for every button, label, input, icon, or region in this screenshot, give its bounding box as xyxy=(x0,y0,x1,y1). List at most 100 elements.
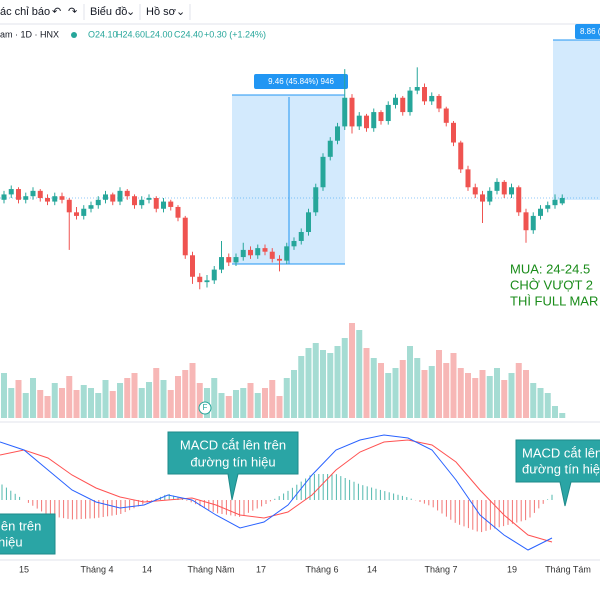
candle-body xyxy=(52,196,58,202)
volume-bar xyxy=(254,393,261,418)
note-line: MUA: 24-24.5 xyxy=(510,261,590,276)
callout-text: MACD cắt lên trên xyxy=(180,437,286,452)
x-axis-label: Tháng 7 xyxy=(424,564,457,574)
volume-bar xyxy=(37,390,44,418)
volume-bar xyxy=(465,373,471,418)
candle-body xyxy=(233,257,239,263)
x-axis-label: 14 xyxy=(367,564,377,574)
ohlc-close: C24.40 xyxy=(174,29,203,39)
candle-body xyxy=(487,190,493,202)
event-marker-label: F xyxy=(203,403,208,412)
candle-body xyxy=(559,198,565,204)
volume-bar xyxy=(305,348,312,418)
volume-bar xyxy=(153,368,160,418)
volume-bar xyxy=(515,363,522,418)
candle-body xyxy=(226,257,232,263)
candle-body xyxy=(385,104,391,122)
candle-body xyxy=(59,196,65,200)
candle-body xyxy=(103,194,108,200)
volume-bar xyxy=(320,350,326,418)
callout-text: lên trên xyxy=(0,518,41,533)
volume-bar xyxy=(363,348,370,418)
candle-body xyxy=(45,198,50,202)
ohlc-low: L24.00 xyxy=(145,29,173,39)
candle-body xyxy=(146,198,152,200)
candle-body xyxy=(458,142,464,170)
volume-bar xyxy=(233,390,239,418)
candle-body xyxy=(422,87,427,102)
x-axis-label: 17 xyxy=(256,564,266,574)
measure-box[interactable] xyxy=(553,40,600,200)
x-axis-label: Tháng 4 xyxy=(80,564,113,574)
volume-bar xyxy=(283,378,290,418)
volume-bar xyxy=(414,358,421,418)
candle-body xyxy=(364,115,369,129)
candle-body xyxy=(451,122,456,143)
profile-menu[interactable]: Hồ sơ xyxy=(146,6,176,18)
chart-menu[interactable]: Biểu đồ xyxy=(90,6,127,18)
redo-button[interactable]: ↷ xyxy=(68,6,77,18)
candle-body xyxy=(494,181,500,191)
candle-body xyxy=(523,212,529,231)
volume-bar xyxy=(146,382,152,418)
volume-bar xyxy=(124,378,131,418)
measure-label-box xyxy=(254,74,348,89)
callout-text: đường tín hiệ xyxy=(522,461,600,476)
candle-body xyxy=(168,201,174,207)
candle-body xyxy=(153,198,159,209)
volume-bar xyxy=(102,380,109,418)
candle-body xyxy=(472,187,478,195)
event-marker[interactable] xyxy=(198,401,212,415)
ohlc-open: O24.10 xyxy=(88,29,118,39)
volume-bar xyxy=(269,380,276,418)
volume-bar xyxy=(160,380,167,418)
volume-bar xyxy=(370,358,377,418)
candle-body xyxy=(349,97,355,127)
candle-body xyxy=(240,249,246,258)
candle-body xyxy=(530,215,536,231)
callout-text: hiệu xyxy=(0,534,23,549)
x-axis-label: 15 xyxy=(19,564,29,574)
candle-body xyxy=(8,189,14,195)
volume-bar xyxy=(428,366,435,418)
volume-bar xyxy=(399,360,406,418)
volume-bar xyxy=(457,368,464,418)
candle-body xyxy=(552,199,558,206)
candle-body xyxy=(342,97,348,127)
measure-label: 8.86 ( xyxy=(580,27,600,36)
volume-bar xyxy=(327,353,334,418)
volume-bar xyxy=(73,390,80,418)
candle-body xyxy=(335,126,340,141)
volume-bar xyxy=(218,393,225,418)
volume-bar xyxy=(291,370,297,418)
candle-body xyxy=(269,251,275,259)
undo-button[interactable]: ↶ xyxy=(52,6,61,18)
volume-bar xyxy=(312,343,319,418)
ohlc-high: H24.60 xyxy=(116,29,145,39)
candle-body xyxy=(371,112,377,129)
candle-body xyxy=(1,194,7,200)
volume-bar xyxy=(211,378,218,418)
volume-bar xyxy=(276,396,283,418)
candle-body xyxy=(132,196,137,206)
callout xyxy=(515,439,600,507)
candle-body xyxy=(66,199,72,213)
candle-body xyxy=(197,276,203,283)
candle-body xyxy=(443,108,449,123)
volume-bar xyxy=(349,323,355,418)
indicators-button[interactable]: ác chỉ báo xyxy=(0,6,50,18)
candle-body xyxy=(88,205,94,209)
candle-body xyxy=(74,212,79,216)
candle-body xyxy=(182,217,188,256)
candle-body xyxy=(117,190,123,202)
callout xyxy=(167,431,299,501)
candle-body xyxy=(407,90,413,113)
candle-body xyxy=(277,258,282,261)
volume-bar xyxy=(30,378,36,418)
candle-body xyxy=(378,112,384,122)
volume-bar xyxy=(66,376,73,418)
candle-body xyxy=(320,156,326,188)
candle-body xyxy=(538,208,543,216)
status-dot xyxy=(71,32,77,38)
